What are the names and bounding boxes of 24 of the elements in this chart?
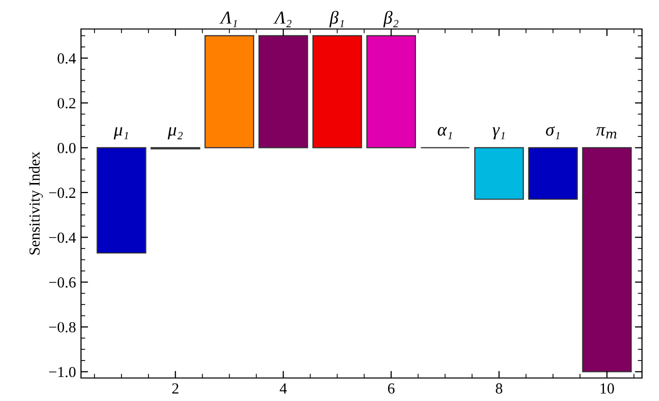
y-tick-label: −0.6 — [49, 277, 76, 288]
y-axis-title: Sensitivity Index — [28, 152, 43, 254]
annotation: Λ₂ — [273, 12, 292, 28]
x-tick-label: 8 — [496, 383, 502, 394]
x-tick-label: 6 — [388, 383, 395, 394]
x-tick-label: 10 — [600, 383, 614, 394]
x-tick-label: 4 — [280, 383, 287, 394]
annotation: β₁ — [329, 10, 344, 28]
y-tick-label: 0.4 — [58, 53, 76, 64]
y-tick-label: 0.2 — [58, 98, 76, 108]
annotation: α₁ — [438, 127, 452, 140]
annotation: Λ₁ — [219, 12, 237, 28]
annotation: μ₁ — [114, 127, 128, 140]
y-tick-label: 0.0 — [58, 142, 76, 154]
annotation: γ₁ — [492, 127, 505, 140]
y-tick-label: −0.2 — [49, 188, 76, 198]
x-tick-label: 2 — [172, 383, 178, 394]
y-tick-label: −0.8 — [49, 322, 76, 332]
annotation: σ₁ — [546, 126, 560, 140]
annotation: μ₂ — [168, 127, 183, 140]
y-tick-label: −0.4 — [49, 232, 76, 243]
annotation: β₂ — [383, 10, 398, 28]
y-tick-label: −1.0 — [49, 366, 76, 378]
annotation: π$_{m}$ — [596, 127, 616, 138]
